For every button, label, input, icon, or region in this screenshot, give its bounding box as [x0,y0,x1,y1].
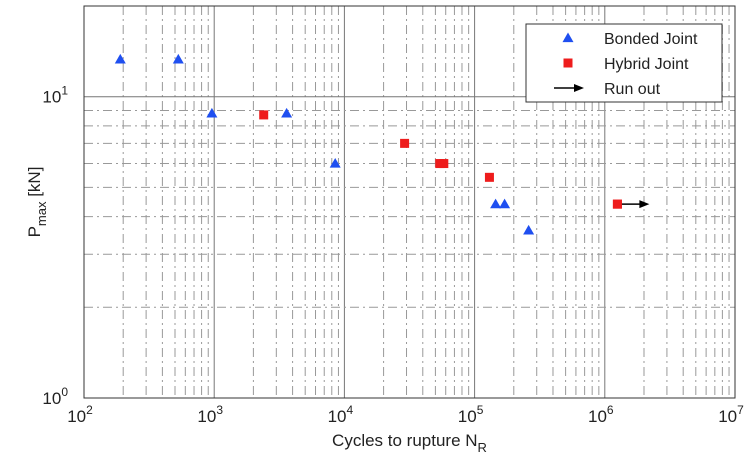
run-out-arrow [617,200,650,209]
y-tick-label-exponent: 1 [61,84,68,98]
x-tick-label-exponent: 3 [216,403,223,417]
hybrid-joint-point [612,199,622,209]
y-tick-label-exponent: 0 [61,385,68,399]
legend: Bonded Joint Hybrid Joint Run out [525,23,723,103]
x-tick-label: 104 [328,403,354,426]
legend-label: Bonded Joint [604,31,698,48]
legend-label: Hybrid Joint [604,56,689,73]
legend-square-marker [563,58,573,68]
y-tick-label-base: 10 [42,88,61,107]
x-axis-label: Cycles to rupture NR [332,431,487,455]
x-tick-label-exponent: 4 [347,403,354,417]
run-out-arrow-head [639,200,650,209]
x-tick-label-base: 10 [328,407,347,426]
y-axis-label-main: P [25,226,44,237]
y-axis-label: Pmax [kN] [25,167,49,238]
x-tick-label: 106 [588,403,614,426]
x-tick-label: 107 [718,403,744,426]
x-tick-label-base: 10 [588,407,607,426]
x-tick-label-base: 10 [458,407,477,426]
hybrid-joint-point [259,110,269,120]
x-axis-label-sub: R [478,440,487,455]
data-points [114,53,650,235]
y-tick-label: 101 [42,84,68,107]
bonded-joint-point [206,107,218,118]
run-out-arrow-head [574,84,584,92]
bonded-joint-point [172,53,184,64]
x-tick-label-exponent: 5 [477,403,484,417]
y-axis-label-sub: max [34,201,49,226]
hybrid-joint-point [484,172,494,182]
bonded-joint-point [499,198,511,209]
x-axis-label-main: Cycles to rupture N [332,431,478,450]
legend-triangle-marker [562,32,574,43]
grid [83,5,735,399]
bonded-joint-point [114,53,126,64]
x-tick-label-exponent: 6 [607,403,614,417]
y-axis-label-unit: [kN] [25,167,44,202]
x-tick-label: 103 [197,403,223,426]
hybrid-joint-point [439,159,449,169]
bonded-joint-point [490,198,502,209]
y-tick-label: 100 [42,385,68,408]
y-tick-label-base: 10 [42,389,61,408]
hybrid-joint-point [400,138,410,148]
plot-frame [83,5,736,399]
legend-label: Run out [604,81,661,98]
x-tick-label-exponent: 7 [737,403,744,417]
x-tick-label-base: 10 [67,407,86,426]
bonded-joint-point [329,158,341,168]
bonded-joint-point [523,224,535,235]
x-tick-label-exponent: 2 [86,403,93,417]
x-tick-label-base: 10 [197,407,216,426]
bonded-joint-point [281,107,293,118]
legend-box [525,23,723,103]
x-tick-label-base: 10 [718,407,737,426]
x-tick-label: 102 [67,403,93,426]
x-tick-label: 105 [458,403,484,426]
legend-arrow-marker [554,84,584,92]
